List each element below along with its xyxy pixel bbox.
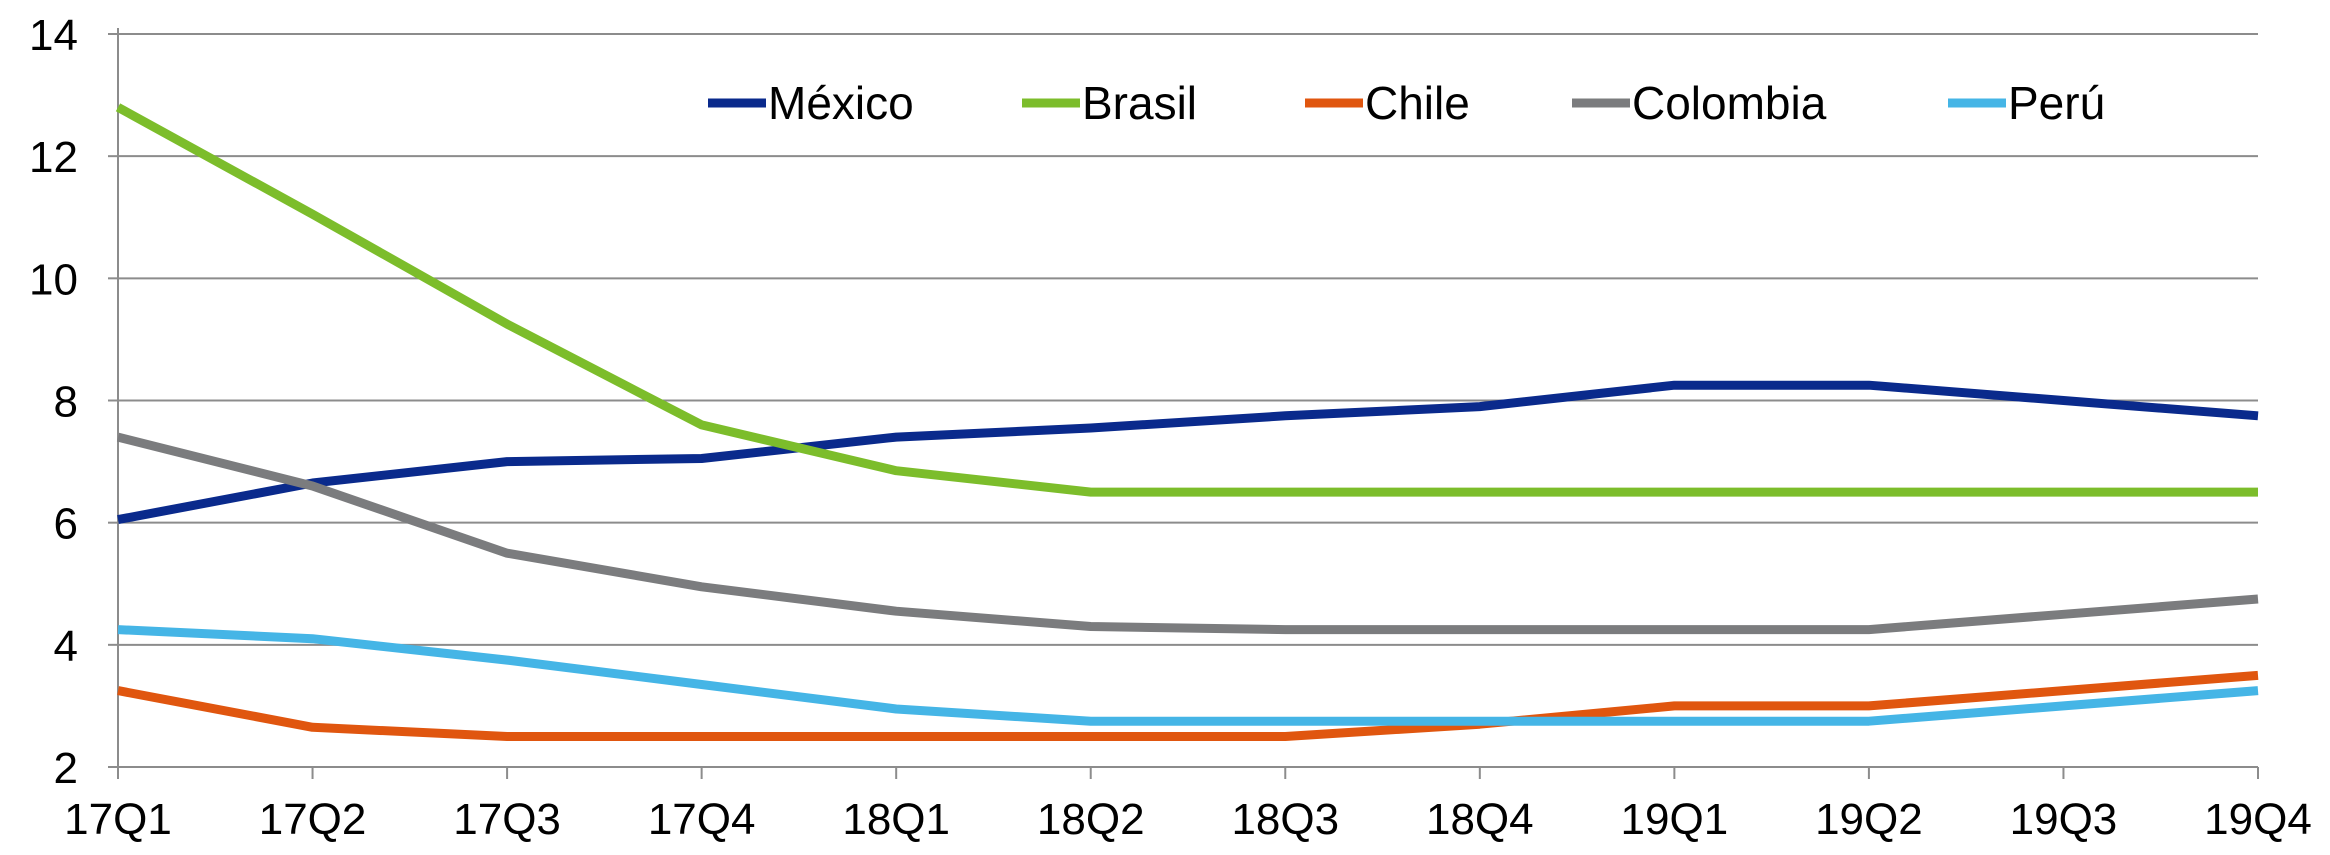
series-lines: [115, 103, 2259, 741]
y-tick-label: 2: [54, 744, 78, 793]
x-tick-label: 17Q2: [259, 795, 367, 844]
y-tick-label: 10: [29, 255, 78, 304]
series-line-colombia: [116, 432, 2259, 635]
y-tick-label: 14: [29, 11, 78, 60]
x-tick-label: 18Q1: [842, 795, 950, 844]
x-tick-label: 19Q3: [2010, 795, 2118, 844]
legend: México Brasil Chile Colombia Perú: [708, 77, 2105, 129]
x-tick-label: 18Q2: [1037, 795, 1145, 844]
series-line-brasil: [115, 103, 2258, 497]
gridlines: [118, 33, 2258, 646]
x-tick-label: 19Q2: [1815, 795, 1923, 844]
legend-label-colombia: Colombia: [1632, 77, 1827, 129]
x-tick-label: 17Q4: [648, 795, 756, 844]
legend-label-mexico: México: [768, 77, 914, 129]
x-tick-label: 17Q3: [453, 795, 561, 844]
legend-label-brasil: Brasil: [1082, 77, 1197, 129]
x-tick-label: 19Q4: [2204, 795, 2312, 844]
x-tick-label: 19Q1: [1621, 795, 1729, 844]
y-tick-label: 8: [54, 378, 78, 427]
x-tick-label: 18Q3: [1231, 795, 1339, 844]
y-tick-label: 12: [29, 133, 78, 182]
y-tick-label: 4: [54, 622, 78, 671]
x-tick-label: 17Q1: [64, 795, 172, 844]
series-line-mexico: [117, 380, 2259, 525]
axes: 2 4 6 8 10 12 14 17Q1 17Q2 17Q3 17Q4 18Q1 18Q2 18Q3 18…: [29, 11, 2312, 844]
series-line-peru: [117, 625, 2259, 726]
legend-label-peru: Perú: [2008, 77, 2105, 129]
x-tick-label: 18Q4: [1426, 795, 1534, 844]
series-line-chile: [117, 670, 2259, 741]
y-tick-label: 6: [54, 500, 78, 549]
legend-label-chile: Chile: [1365, 77, 1470, 129]
